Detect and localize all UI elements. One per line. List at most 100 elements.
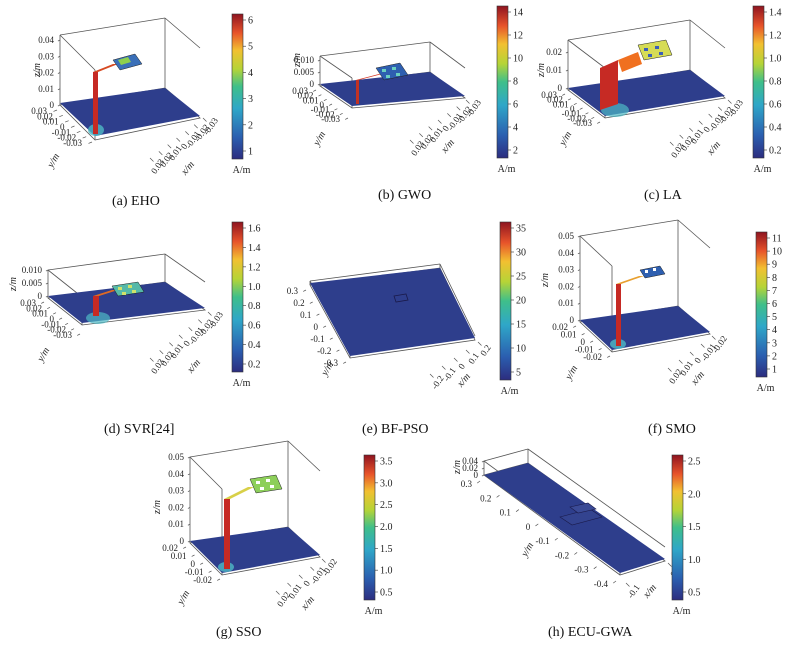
z-tick: 0.040.020 xyxy=(462,456,485,480)
y-tick-label: 0 xyxy=(320,100,325,110)
x-axis-label: x/m xyxy=(641,582,659,601)
y-tick-label: -0.01 xyxy=(575,345,594,355)
x-tick-label: 0 xyxy=(301,578,312,588)
colorbar-tick-label: 10 xyxy=(772,247,782,258)
y-tick-label: 0.1 xyxy=(500,508,511,518)
colorbar-tick-label: 11 xyxy=(772,234,782,245)
z-tick-label: 0.03 xyxy=(168,486,184,496)
y-tick-label: -0.02 xyxy=(567,113,586,123)
z-tick-label: 0 xyxy=(570,315,575,325)
colorbar-tick-label: 5 xyxy=(248,42,253,53)
z-tick-label: 0.02 xyxy=(546,47,562,57)
panel-g: 0.05 0.04 0.03 0.02 0.01 0 0.02 0.01 0 -0.01 -0.02… xyxy=(152,435,400,646)
y-tick-label: -0.2 xyxy=(317,346,331,356)
z-tick-label: 0.02 xyxy=(38,68,54,78)
panel-caption: (d) SVR[24] xyxy=(104,422,175,437)
z-tick-label: 0.010 xyxy=(294,55,315,65)
x-axis-label: x/m xyxy=(455,371,473,390)
z-axis-label: z/m xyxy=(292,53,303,68)
colorbar-gradient xyxy=(499,221,512,381)
panel-e: 0.3 0.2 0.1 0 -0.1 -0.2 -0.3 0.2 0.1 0 -0.1 -0.2 y/m… xyxy=(270,210,530,437)
z-tick-label: 0.02 xyxy=(558,281,574,291)
colorbar-tick-label: 3.0 xyxy=(380,478,393,489)
y-tick-label: 0 xyxy=(581,337,586,347)
z-tick-label: 0.010 xyxy=(22,265,43,275)
panel-caption: (h) ECU-GWA xyxy=(548,625,633,640)
colorbar-gradient xyxy=(231,221,244,373)
x-tick-label: 0 xyxy=(179,141,190,151)
colorbar-tick-label: 1.2 xyxy=(248,262,261,273)
colorbar-tick-label: 6 xyxy=(513,100,518,111)
colorbar-gradient xyxy=(671,454,684,601)
colorbar-unit: A/m xyxy=(233,165,251,176)
colorbar-tick-label: 0.4 xyxy=(769,123,782,134)
y-tick-label: -0.2 xyxy=(555,550,569,560)
z-tick: 0.010 0.005 0 xyxy=(22,265,49,301)
colorbar-tick-label: 3 xyxy=(772,338,777,349)
colorbar-tick-label: 1 xyxy=(248,147,253,158)
y-tick: 0.030.020.010-0.01-0.02-0.03 xyxy=(31,106,93,148)
x-tick-label: 0.2 xyxy=(478,343,493,358)
colorbar-tick-label: 4 xyxy=(248,68,253,79)
z-axis-label: z/m xyxy=(452,460,463,475)
colorbar-tick-label: 15 xyxy=(516,320,526,331)
colorbar-tick-label: 1.5 xyxy=(380,544,393,555)
x-axis-label: x/m xyxy=(439,137,457,156)
y-tick-label: -0.02 xyxy=(47,325,66,335)
panel-f: 0.05 0.04 0.03 0.02 0.01 0 0.02 0.01 0 -0.01 -0.02… xyxy=(530,210,800,437)
current-trace xyxy=(356,62,409,104)
colorbar-gradient xyxy=(752,5,765,159)
panel-caption: (b) GWO xyxy=(378,188,432,203)
colorbar-tick-label: 5 xyxy=(772,312,777,323)
y-tick-label: 0.1 xyxy=(300,310,311,320)
y-tick-label: 0.02 xyxy=(26,303,42,313)
panel-a: 0.04 0.03 0.02 0.01 0 0.03 0.02 0.01 0 -0.01 -0.02… xyxy=(0,0,270,210)
colorbar-tick-label: 1.0 xyxy=(248,282,261,293)
y-axis-label: y/m xyxy=(45,152,62,171)
colorbar-tick-label: 3.5 xyxy=(380,457,393,468)
z-tick-label: 0.04 xyxy=(558,248,574,258)
z-tick-label: 0.03 xyxy=(38,51,54,61)
colorbar-tick-label: 1.6 xyxy=(248,224,261,235)
y-tick-label: -0.02 xyxy=(57,133,76,143)
y-tick-label: 0.02 xyxy=(162,543,178,553)
y-tick-label: -0.01 xyxy=(562,109,581,119)
z-axis-label: z/m xyxy=(540,273,551,288)
colorbar-tick-label: 1.5 xyxy=(688,522,701,533)
y-tick-label: -0.1 xyxy=(535,536,549,546)
colorbar-tick-label: 2.5 xyxy=(380,500,393,511)
z-tick-label: 0.04 xyxy=(168,469,184,479)
y-tick-label: -0.03 xyxy=(53,330,72,340)
y-tick-label: 0 xyxy=(314,322,319,332)
x-tick-label: 0 xyxy=(701,124,712,134)
y-tick-label: 0.03 xyxy=(20,298,36,308)
z-tick: 0.02 0.01 0 xyxy=(546,47,569,93)
colorbar-tick-label: 8 xyxy=(513,77,518,88)
colorbar-tick-label: 1.4 xyxy=(769,8,782,19)
z-tick: 0.04 0.03 0.02 0.01 0 xyxy=(38,35,61,110)
z-axis-label: z/m xyxy=(32,63,43,78)
colorbar-tick-label: 6 xyxy=(772,299,777,310)
z-tick-label: 0 xyxy=(474,470,479,480)
y-tick-label: -0.02 xyxy=(316,109,335,119)
colorbar: 11 10 9 8 7 6 5 4 3 2 1 A/m xyxy=(755,231,782,394)
colorbar-unit: A/m xyxy=(365,606,383,617)
colorbar-tick-label: 1 xyxy=(772,365,777,376)
z-tick-label: 0 xyxy=(558,83,563,93)
colorbar-tick-label: 5 xyxy=(516,368,521,379)
y-tick-label: 0.3 xyxy=(287,286,299,296)
colorbar-tick-label: 2.0 xyxy=(688,489,701,500)
colorbar-unit: A/m xyxy=(498,164,516,175)
colorbar-tick-label: 2 xyxy=(513,146,518,157)
colorbar-tick-label: 3 xyxy=(248,94,253,105)
colorbar-tick-label: 14 xyxy=(513,8,523,19)
z-tick-label: 0.02 xyxy=(168,502,184,512)
current-trace xyxy=(93,281,145,316)
colorbar: 6 5 4 3 2 1 A/m xyxy=(231,13,253,176)
z-tick-label: 0 xyxy=(180,536,185,546)
colorbar-tick-label: 10 xyxy=(513,54,523,65)
current-trace xyxy=(616,265,666,346)
y-tick-label: 0.2 xyxy=(480,493,491,503)
